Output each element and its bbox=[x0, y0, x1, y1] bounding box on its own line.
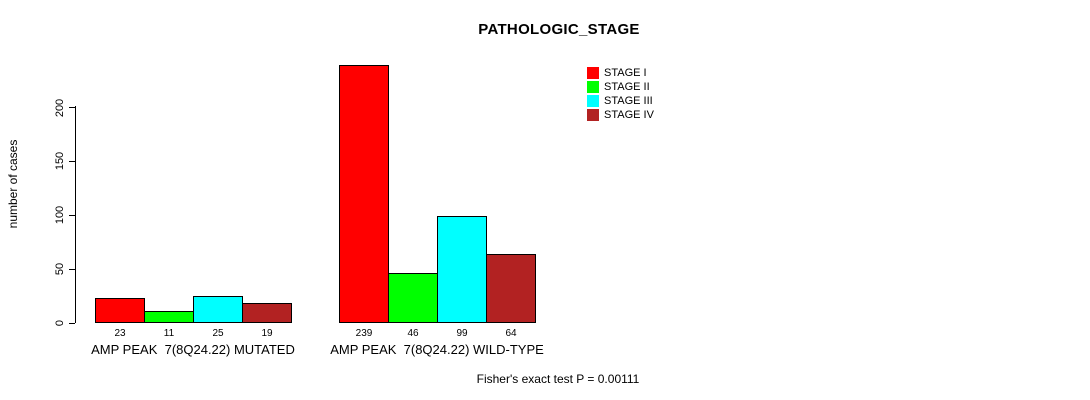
fisher-test-annotation: Fisher's exact test P = 0.00111 bbox=[476, 372, 640, 386]
legend-label: STAGE IV bbox=[604, 109, 654, 121]
bar-value-label: 99 bbox=[456, 328, 468, 339]
legend-swatch-icon bbox=[587, 95, 599, 107]
bar-value-label: 239 bbox=[355, 328, 373, 339]
bar-value-label: 46 bbox=[407, 328, 419, 339]
y-tick-label-0: 0 bbox=[54, 319, 66, 327]
y-tick-label-50: 50 bbox=[54, 263, 66, 276]
bar-group2-stage-ii bbox=[388, 273, 438, 323]
bar-group1-stage-iv bbox=[242, 303, 292, 323]
bar-value-label: 23 bbox=[114, 328, 126, 339]
y-tick-label-200: 200 bbox=[54, 98, 66, 117]
y-axis-line bbox=[75, 106, 76, 323]
legend-row-stage-iii: STAGE III bbox=[587, 94, 654, 108]
chart-title: PATHOLOGIC_STAGE bbox=[478, 21, 640, 38]
bar-value-label: 19 bbox=[261, 328, 273, 339]
legend-label: STAGE III bbox=[604, 95, 653, 107]
bar-group1-stage-i bbox=[95, 298, 145, 323]
legend-row-stage-ii: STAGE II bbox=[587, 80, 654, 94]
y-tick-label-100: 100 bbox=[54, 206, 66, 225]
bar-value-label: 64 bbox=[505, 328, 517, 339]
legend-row-stage-iv: STAGE IV bbox=[587, 108, 654, 122]
legend-label: STAGE II bbox=[604, 81, 650, 93]
group-label-mutated: AMP PEAK 7(8Q24.22) MUTATED bbox=[91, 342, 295, 357]
bar-group1-stage-ii bbox=[144, 311, 194, 323]
legend-row-stage-i: STAGE I bbox=[587, 66, 654, 80]
y-tick-mark-200 bbox=[69, 107, 75, 108]
legend-swatch-icon bbox=[587, 81, 599, 93]
y-axis-label: number of cases bbox=[6, 139, 20, 229]
bar-group2-stage-iv bbox=[486, 254, 536, 323]
legend-swatch-icon bbox=[587, 109, 599, 121]
bar-group2-stage-i bbox=[339, 65, 389, 323]
y-tick-mark-100 bbox=[69, 214, 75, 216]
legend-swatch-icon bbox=[587, 67, 599, 79]
bar-value-label: 11 bbox=[163, 328, 175, 339]
legend: STAGE I STAGE II STAGE III STAGE IV bbox=[587, 66, 654, 122]
y-tick-mark-0 bbox=[69, 322, 75, 324]
y-tick-mark-150 bbox=[69, 160, 75, 162]
legend-label: STAGE I bbox=[604, 67, 647, 79]
group-label-wild-type: AMP PEAK 7(8Q24.22) WILD-TYPE bbox=[330, 342, 544, 357]
bar-group1-stage-iii bbox=[193, 296, 243, 323]
bar-group2-stage-iii bbox=[437, 216, 487, 323]
y-tick-mark-50 bbox=[69, 268, 75, 270]
y-tick-label-150: 150 bbox=[54, 152, 66, 171]
bar-value-label: 25 bbox=[212, 328, 224, 339]
